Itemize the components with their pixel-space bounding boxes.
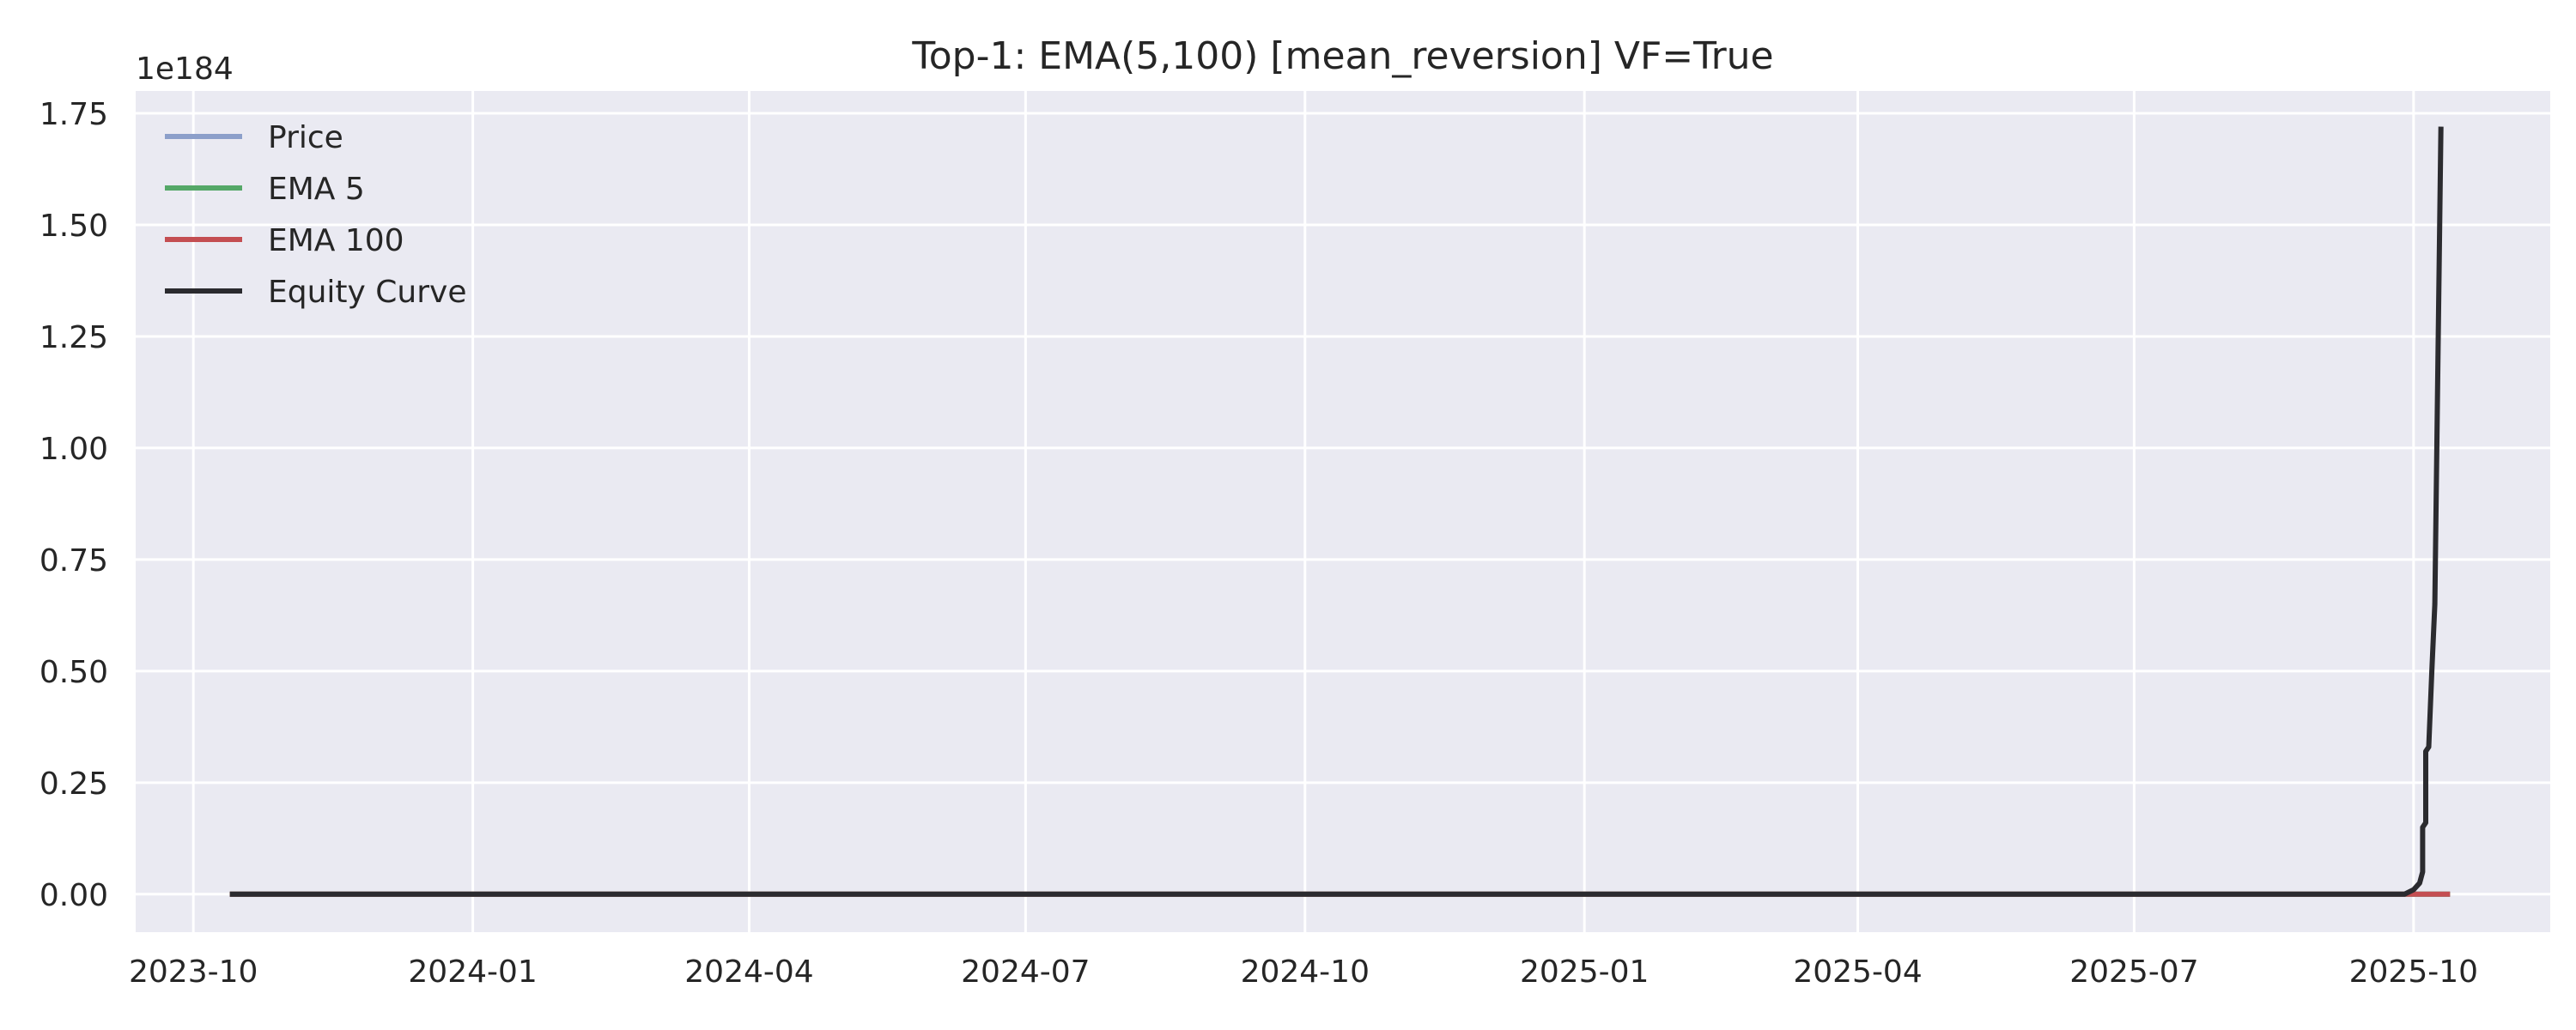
x-tick-label: 2025-01 xyxy=(1520,954,1649,990)
y-tick-label: 0.75 xyxy=(39,543,108,579)
x-tick-label: 2023-10 xyxy=(129,954,258,990)
x-tick-label: 2025-10 xyxy=(2349,954,2478,990)
y-tick-label: 0.50 xyxy=(39,655,108,690)
legend-item: Price xyxy=(165,120,343,155)
y-tick-label: 1.75 xyxy=(39,97,108,132)
y-tick-labels: 0.00 0.25 0.50 0.75 1.00 1.25 1.50 1.75 xyxy=(39,97,108,913)
y-tick-label: 1.50 xyxy=(39,209,108,244)
chart-title: Top-1: EMA(5,100) [mean_reversion] VF=Tr… xyxy=(911,34,1773,78)
legend-item: Equity Curve xyxy=(165,275,467,310)
legend-label: Equity Curve xyxy=(268,275,467,310)
x-tick-label: 2025-07 xyxy=(2069,954,2198,990)
legend-item: EMA 100 xyxy=(165,223,404,258)
legend-item: EMA 5 xyxy=(165,172,365,207)
y-tick-label: 1.25 xyxy=(39,320,108,355)
y-tick-label: 0.00 xyxy=(39,878,108,913)
y-offset-label: 1e184 xyxy=(136,52,234,87)
x-tick-label: 2024-10 xyxy=(1241,954,1370,990)
series-lines xyxy=(229,126,2451,897)
equity-curve-line xyxy=(229,126,2444,897)
legend-label: Price xyxy=(268,120,343,155)
x-gridlines xyxy=(191,91,2415,932)
legend-label: EMA 5 xyxy=(268,172,365,207)
x-tick-label: 2024-01 xyxy=(408,954,537,990)
legend-label: EMA 100 xyxy=(268,223,404,258)
x-tick-label: 2025-04 xyxy=(1793,954,1922,990)
y-tick-label: 0.25 xyxy=(39,766,108,802)
x-tick-label: 2024-04 xyxy=(684,954,813,990)
legend: Price EMA 5 EMA 100 Equity Curve xyxy=(165,120,467,310)
x-tick-label: 2024-07 xyxy=(961,954,1090,990)
x-tick-labels: 2023-10 2024-01 2024-04 2024-07 2024-10 2025-… xyxy=(129,954,2478,990)
plot-area xyxy=(136,91,2550,932)
y-tick-label: 1.00 xyxy=(39,432,108,467)
